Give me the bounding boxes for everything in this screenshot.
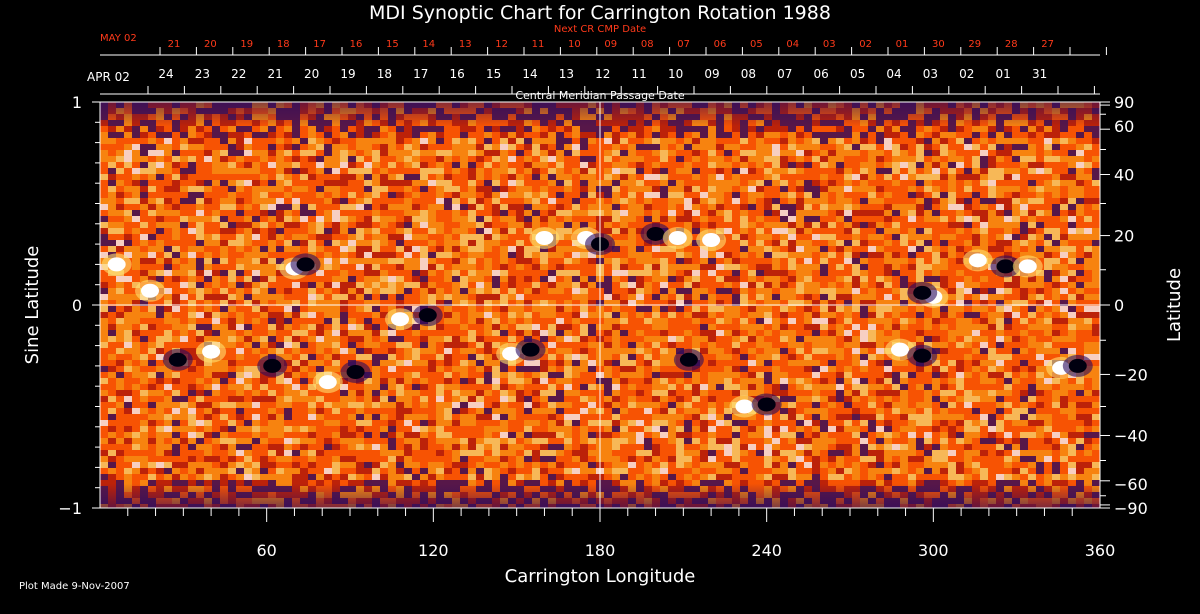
chart-title: MDI Synoptic Chart for Carrington Rotati… (369, 2, 831, 24)
